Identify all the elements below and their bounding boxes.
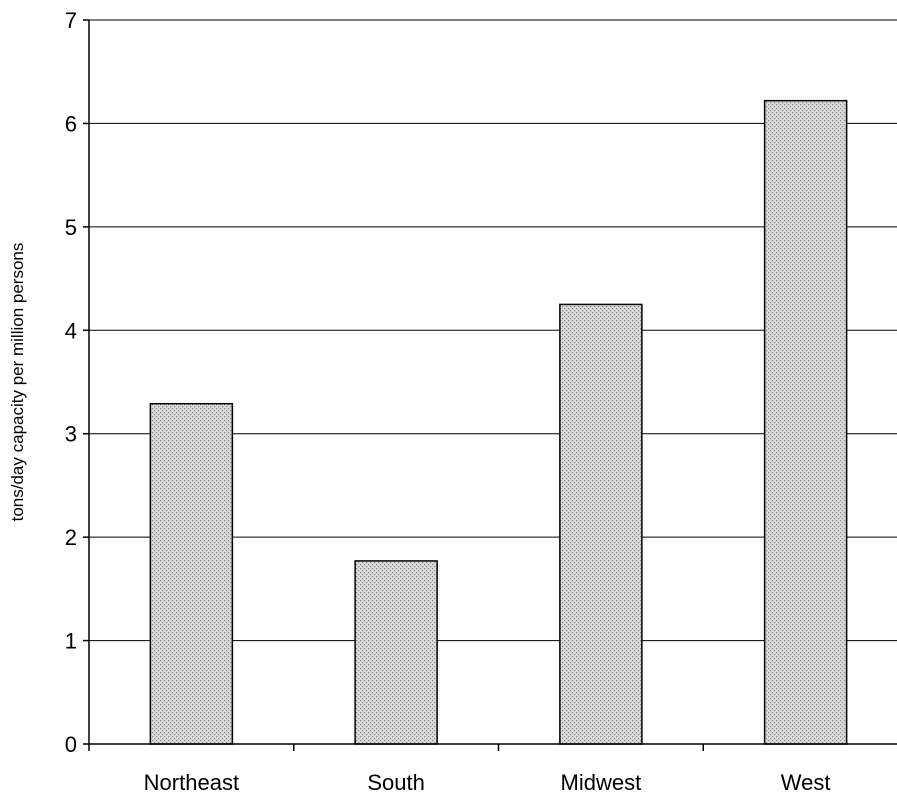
y-tick-label: 0 [65, 732, 77, 757]
y-tick-label: 6 [65, 111, 77, 136]
y-tick-label: 1 [65, 629, 77, 654]
bars [149, 99, 848, 745]
bar-west [763, 99, 848, 745]
bar-south [354, 560, 438, 745]
x-tick-label-west: West [781, 770, 831, 795]
axes [83, 19, 897, 751]
y-tick-label: 2 [65, 525, 77, 550]
x-tick-label-midwest: Midwest [561, 770, 642, 795]
bar-midwest [559, 303, 643, 745]
y-tick-labels: 0 1 2 3 4 5 6 7 [65, 8, 77, 757]
x-tick-labels: Northeast South Midwest West [144, 770, 831, 795]
x-tick-label-northeast: Northeast [144, 770, 239, 795]
x-tick-label-south: South [367, 770, 425, 795]
y-axis-title: tons/day capacity per million persons [8, 243, 27, 522]
y-tick-label: 4 [65, 318, 77, 343]
y-tick-label: 7 [65, 8, 77, 33]
bar-northeast [149, 402, 234, 745]
y-tick-label: 5 [65, 215, 77, 240]
y-tick-label: 3 [65, 422, 77, 447]
